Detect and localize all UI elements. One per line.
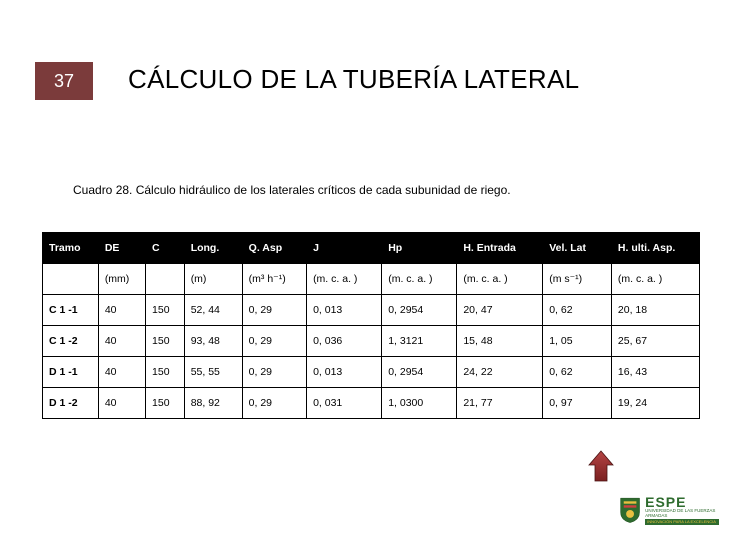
table-row: C 1 -14015052, 440, 290, 0130, 295420, 4…: [43, 295, 700, 326]
col-unit: (m. c. a. ): [307, 264, 382, 295]
col-header: Q. Asp: [242, 233, 306, 264]
table-cell: 0, 62: [543, 295, 612, 326]
table-cell: 0, 013: [307, 357, 382, 388]
table-row: C 1 -24015093, 480, 290, 0361, 312115, 4…: [43, 326, 700, 357]
logo-subtitle: UNIVERSIDAD DE LAS FUERZAS ARMADAS: [645, 509, 719, 518]
table-cell: 93, 48: [184, 326, 242, 357]
table-cell: 15, 48: [457, 326, 543, 357]
table-cell: 150: [146, 357, 185, 388]
table-units-row: (mm)(m)(m³ h⁻¹)(m. c. a. )(m. c. a. )(m.…: [43, 264, 700, 295]
col-unit: [43, 264, 99, 295]
table-cell: 1, 05: [543, 326, 612, 357]
logo-text-block: ESPE UNIVERSIDAD DE LAS FUERZAS ARMADAS …: [645, 495, 719, 525]
table-cell: 0, 036: [307, 326, 382, 357]
hydraulic-calc-table: TramoDECLong.Q. AspJHpH. EntradaVel. Lat…: [42, 232, 700, 419]
col-header: Vel. Lat: [543, 233, 612, 264]
slide-title: CÁLCULO DE LA TUBERÍA LATERAL: [128, 64, 579, 95]
table-cell: 40: [98, 295, 145, 326]
table-cell: C 1 -1: [43, 295, 99, 326]
col-header: Long.: [184, 233, 242, 264]
table-cell: 0, 031: [307, 388, 382, 419]
col-header: DE: [98, 233, 145, 264]
table-cell: 0, 2954: [382, 357, 457, 388]
col-unit: [146, 264, 185, 295]
table-row: D 1 -14015055, 550, 290, 0130, 295424, 2…: [43, 357, 700, 388]
col-unit: (m. c. a. ): [457, 264, 543, 295]
table-cell: D 1 -2: [43, 388, 99, 419]
table-cell: 150: [146, 388, 185, 419]
table-cell: 20, 47: [457, 295, 543, 326]
table-cell: D 1 -1: [43, 357, 99, 388]
col-header: J: [307, 233, 382, 264]
table-cell: 1, 0300: [382, 388, 457, 419]
table-cell: 40: [98, 388, 145, 419]
table-cell: 55, 55: [184, 357, 242, 388]
col-header: Hp: [382, 233, 457, 264]
table-cell: 88, 92: [184, 388, 242, 419]
logo-name: ESPE: [645, 495, 719, 509]
col-header: C: [146, 233, 185, 264]
table-cell: 20, 18: [611, 295, 699, 326]
table-cell: 0, 29: [242, 326, 306, 357]
table-cell: 0, 013: [307, 295, 382, 326]
arrow-up-icon: [587, 449, 615, 483]
col-unit: (m. c. a. ): [611, 264, 699, 295]
table-cell: 0, 62: [543, 357, 612, 388]
col-unit: (mm): [98, 264, 145, 295]
table-cell: 150: [146, 326, 185, 357]
table-cell: 40: [98, 326, 145, 357]
table-cell: 21, 77: [457, 388, 543, 419]
table-cell: 40: [98, 357, 145, 388]
col-header: H. Entrada: [457, 233, 543, 264]
espe-logo: ESPE UNIVERSIDAD DE LAS FUERZAS ARMADAS …: [619, 490, 719, 530]
col-header: Tramo: [43, 233, 99, 264]
table-cell: 16, 43: [611, 357, 699, 388]
col-unit: (m. c. a. ): [382, 264, 457, 295]
table-body: C 1 -14015052, 440, 290, 0130, 295420, 4…: [43, 295, 700, 419]
table-cell: 0, 97: [543, 388, 612, 419]
table-cell: 52, 44: [184, 295, 242, 326]
table-cell: C 1 -2: [43, 326, 99, 357]
table-cell: 1, 3121: [382, 326, 457, 357]
logo-banner: INNOVACIÓN PARA LA EXCELENCIA: [645, 519, 719, 525]
table-row: D 1 -24015088, 920, 290, 0311, 030021, 7…: [43, 388, 700, 419]
table-cell: 25, 67: [611, 326, 699, 357]
col-unit: (m): [184, 264, 242, 295]
table-cell: 19, 24: [611, 388, 699, 419]
table-cell: 0, 29: [242, 388, 306, 419]
table-cell: 150: [146, 295, 185, 326]
col-unit: (m s⁻¹): [543, 264, 612, 295]
table-cell: 0, 29: [242, 357, 306, 388]
table-cell: 24, 22: [457, 357, 543, 388]
table-cell: 0, 29: [242, 295, 306, 326]
col-header: H. ulti. Asp.: [611, 233, 699, 264]
table-header-row: TramoDECLong.Q. AspJHpH. EntradaVel. Lat…: [43, 233, 700, 264]
logo-shield-icon: [619, 493, 641, 527]
col-unit: (m³ h⁻¹): [242, 264, 306, 295]
table-cell: 0, 2954: [382, 295, 457, 326]
slide-number-text: 37: [54, 71, 74, 92]
table-caption: Cuadro 28. Cálculo hidráulico de los lat…: [73, 183, 511, 197]
slide-number-badge: 37: [35, 62, 93, 100]
